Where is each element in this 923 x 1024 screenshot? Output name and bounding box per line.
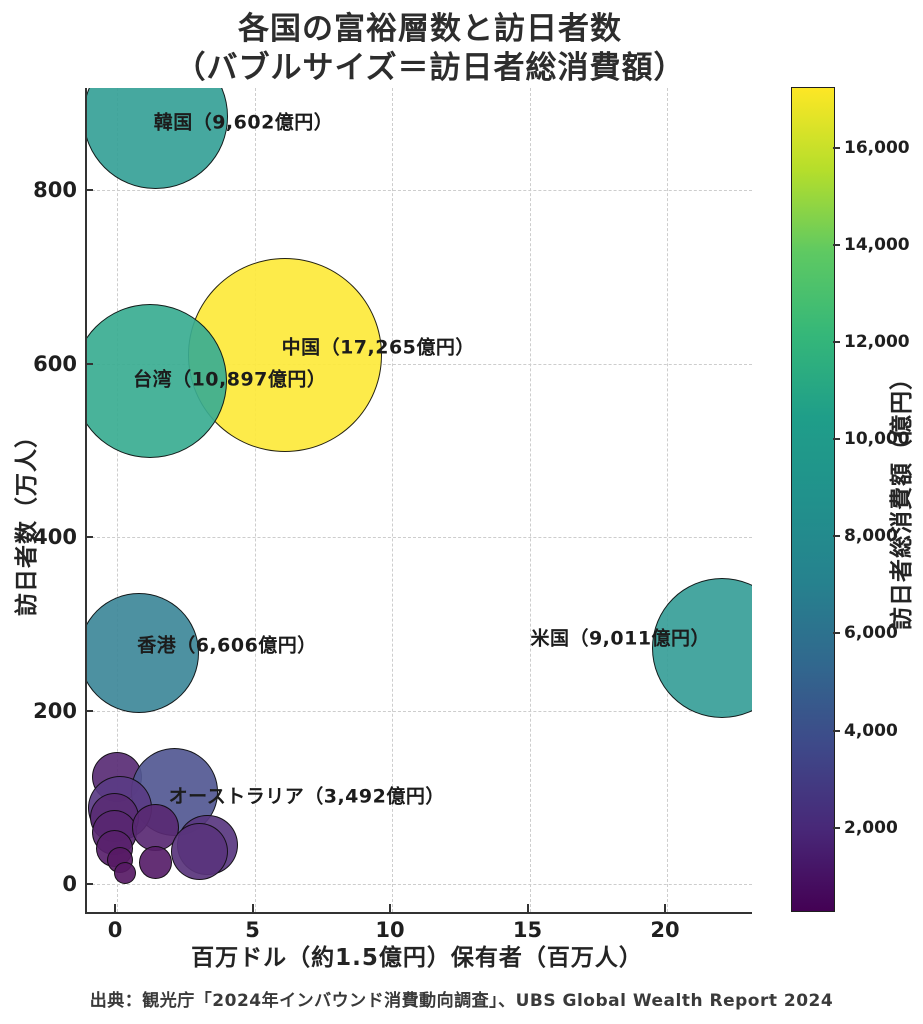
x-tickmark	[114, 904, 116, 912]
y-gridline	[87, 884, 752, 885]
colorbar-tickmark	[833, 244, 840, 247]
y-tick-label: 200	[33, 698, 77, 723]
y-gridline	[87, 537, 752, 538]
colorbar-tickmark	[833, 438, 840, 441]
x-tickmark	[526, 904, 529, 912]
y-tick-label: 400	[33, 525, 77, 549]
colorbar-tickmark	[833, 535, 840, 538]
bubble-label-中国: 中国（17,265億円）	[281, 336, 475, 359]
x-gridline	[392, 88, 393, 912]
bubble-米国	[651, 577, 752, 719]
y-tickmark	[85, 709, 93, 712]
bubble-label-韓国: 韓国（9,602億円）	[153, 111, 334, 134]
x-gridline	[254, 88, 256, 912]
x-axis-label: 百万ドル（約1.5億円）保有者（百万人）	[191, 945, 643, 971]
x-tick-label: 5	[245, 918, 260, 942]
x-tick-label: 10	[375, 918, 405, 942]
bubble-label-米国: 米国（9,011億円）	[530, 627, 711, 650]
colorbar-tick-label: 8,000	[844, 526, 898, 547]
colorbar	[791, 87, 835, 912]
colorbar-label: 訪日者総消費額（億円）	[889, 366, 915, 630]
bubble-韓国	[87, 88, 228, 189]
y-gridline	[87, 710, 752, 712]
y-gridline	[87, 363, 752, 365]
y-tick-label: 600	[33, 351, 77, 376]
colorbar-tick-label: 16,000	[844, 138, 910, 159]
x-gridline	[529, 88, 531, 912]
colorbar-tickmark	[833, 729, 840, 732]
bubble-台湾	[87, 303, 228, 458]
colorbar-tick-label: 10,000	[844, 429, 910, 450]
y-tick-label: 800	[33, 178, 77, 202]
colorbar-tick-label: 12,000	[844, 332, 910, 353]
y-tickmark	[85, 883, 93, 885]
x-gridline	[117, 88, 118, 912]
bubble-label-香港: 香港（6,606億円）	[137, 634, 317, 657]
bubble	[139, 845, 172, 879]
y-tickmark	[85, 536, 93, 538]
bubble-label-オーストラリア: オーストラリア（3,492億円）	[168, 785, 445, 808]
source-note: 出典：観光庁「2024年インバウンド消費動向調査」、UBS Global Wea…	[89, 991, 834, 1011]
x-tickmark	[664, 904, 666, 912]
colorbar-tick-label: 14,000	[844, 235, 910, 256]
x-tick-label: 15	[512, 918, 543, 942]
colorbar-tickmark	[833, 147, 840, 150]
y-axis-label: 訪日者数（万人）	[14, 424, 40, 616]
x-tick-label: 20	[650, 918, 680, 942]
y-tick-label: 0	[62, 872, 77, 896]
y-tickmark	[85, 362, 93, 365]
x-tick-label: 0	[107, 918, 123, 942]
x-gridline	[667, 88, 668, 912]
x-tickmark	[389, 904, 391, 912]
plot-area: 韓国（9,602億円） 中国（17,265億円） 台湾（10,897億円） 米国（9,…	[85, 88, 752, 914]
chart-title-line2: （バブルサイズ＝訪日者総消費額）	[174, 50, 686, 86]
bubble-香港	[87, 593, 199, 714]
chart-title-line1: 各国の富裕層数と訪日者数	[238, 11, 622, 47]
colorbar-tickmark	[833, 341, 840, 344]
colorbar-tickmark	[833, 632, 840, 635]
bubble	[114, 861, 137, 884]
y-tickmark	[85, 189, 93, 191]
x-tickmark	[251, 904, 254, 912]
colorbar-tickmark	[833, 826, 840, 829]
y-gridline	[87, 190, 752, 191]
chart-title: 各国の富裕層数と訪日者数 （バブルサイズ＝訪日者総消費額）	[0, 10, 860, 88]
colorbar-tick-label: 4,000	[844, 720, 898, 741]
colorbar-tick-label: 2,000	[844, 817, 898, 838]
colorbar-tick-label: 6,000	[844, 623, 898, 644]
bubble	[170, 823, 229, 881]
bubble-label-台湾: 台湾（10,897億円）	[133, 368, 327, 391]
